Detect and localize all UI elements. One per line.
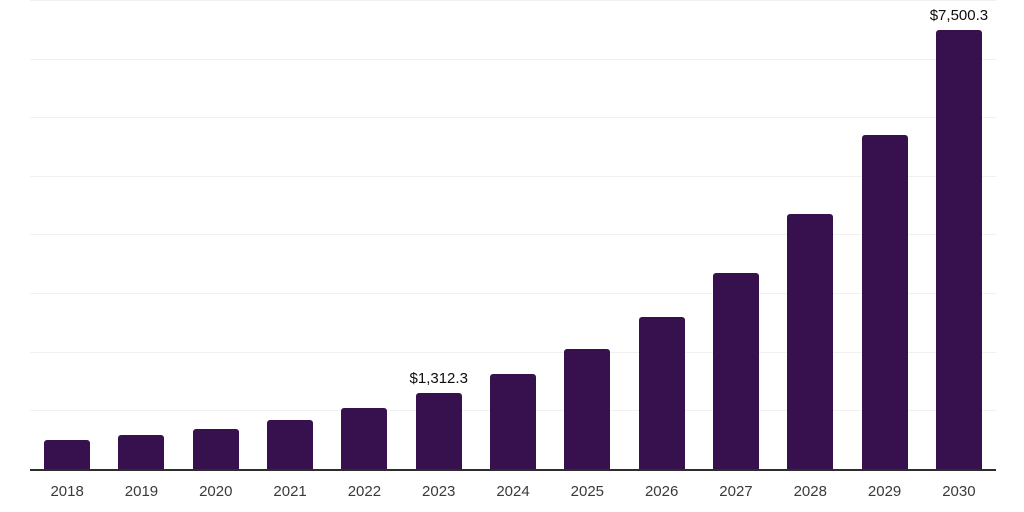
bar-2029 (861, 135, 908, 470)
x-axis-label-2025: 2025 (570, 483, 605, 500)
bar-slot-2021 (253, 1, 327, 470)
gridline-5000 (30, 176, 996, 177)
gridline-2000 (30, 352, 996, 353)
bar-2020 (192, 429, 239, 470)
value-label-2030: $7,500.3 (929, 7, 989, 24)
bar-2023 (415, 393, 462, 470)
bar-slot-2025 (550, 1, 624, 470)
x-axis-label-2022: 2022 (347, 483, 382, 500)
bar-slot-2026 (625, 1, 699, 470)
x-axis-line (30, 469, 996, 471)
bar-slot-2018 (30, 1, 104, 470)
bar-2019 (118, 435, 165, 470)
bar-2022 (341, 408, 388, 470)
x-axis-label-2020: 2020 (199, 483, 233, 500)
gridline-6000 (30, 117, 996, 118)
bar-slot-2022 (327, 1, 401, 470)
gridline-3000 (30, 293, 996, 294)
bar-2028 (787, 214, 834, 470)
bar-2025 (564, 349, 611, 470)
x-axis-label-2019: 2019 (124, 483, 159, 500)
x-axis-label-2026: 2026 (644, 483, 679, 500)
bar-slot-2030: $7,500.3 (922, 1, 996, 470)
x-axis-label-2021: 2021 (273, 483, 307, 500)
value-label-2023: $1,312.3 (409, 370, 468, 387)
bar-slot-2028 (773, 1, 847, 470)
bar-slot-2020 (179, 1, 253, 470)
x-axis-label-2027: 2027 (719, 483, 753, 500)
bar-slot-2027 (699, 1, 773, 470)
bar-2026 (638, 317, 685, 470)
bar-slot-2023: $1,312.3 (402, 1, 476, 470)
bar-2030 (935, 30, 982, 470)
plot-area: $1,312.3 $7,500.3 (30, 0, 996, 471)
gridline-8000 (30, 0, 996, 1)
bars-container: $1,312.3 $7,500.3 (30, 1, 996, 470)
x-axis-label-2024: 2024 (496, 483, 530, 500)
x-axis-label-2028: 2028 (793, 483, 827, 500)
bar-2018 (44, 440, 91, 470)
x-axis-label-2023: 2023 (422, 483, 456, 500)
bar-slot-2029 (847, 1, 921, 470)
bar-slot-2024 (476, 1, 550, 470)
gridline-7000 (30, 59, 996, 60)
bar-2024 (490, 374, 537, 470)
bar-slot-2019 (104, 1, 178, 470)
gridline-4000 (30, 234, 996, 235)
x-axis-label-2030: 2030 (942, 483, 976, 500)
x-axis-label-2018: 2018 (50, 483, 84, 500)
x-axis-label-2029: 2029 (867, 483, 902, 500)
bar-2027 (712, 273, 759, 470)
x-axis-labels: 2018 2019 2020 2021 2022 2023 2024 2025 2026 2027… (30, 483, 996, 501)
bar-2021 (267, 420, 314, 470)
